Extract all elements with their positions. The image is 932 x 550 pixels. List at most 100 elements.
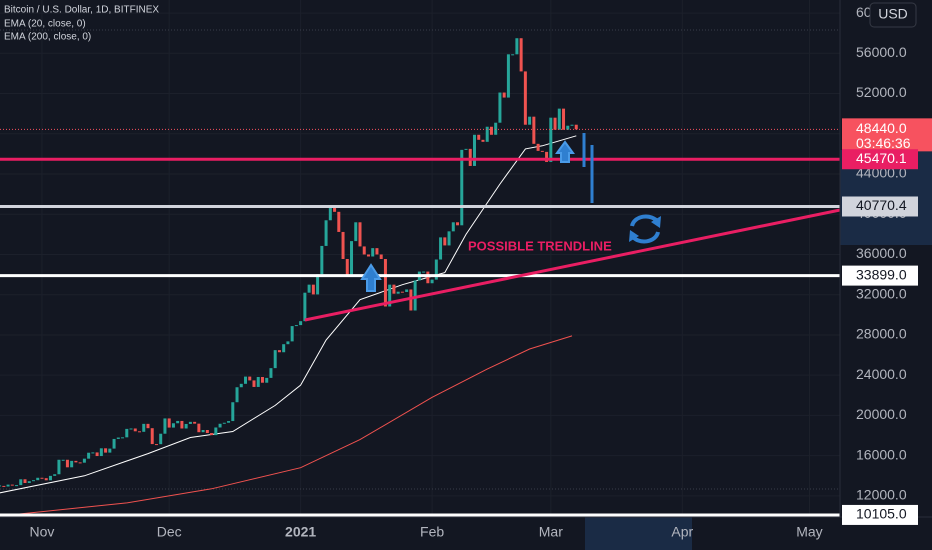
candle-body xyxy=(142,423,146,432)
currency-label[interactable]: USD xyxy=(878,6,908,22)
candle-body xyxy=(104,448,108,453)
y-tick-label: 36000.0 xyxy=(856,245,907,261)
candle-body xyxy=(333,207,337,212)
candle-body xyxy=(434,259,438,280)
candle-body xyxy=(456,222,460,226)
candle-body xyxy=(15,485,19,487)
candle-body xyxy=(74,460,78,463)
candle-body xyxy=(282,344,286,353)
candle-body xyxy=(277,350,281,353)
candle-body xyxy=(358,222,362,247)
trendline xyxy=(304,208,841,322)
indicator-label: EMA (200, close, 0) xyxy=(4,32,91,43)
candle-body xyxy=(570,124,574,126)
candle-body xyxy=(396,291,400,294)
level-box xyxy=(842,265,918,286)
candle-body xyxy=(184,423,188,429)
currency-button[interactable] xyxy=(869,2,917,28)
candle-body xyxy=(171,423,175,428)
candle-body xyxy=(193,421,197,424)
candle-body xyxy=(489,126,493,135)
candle-body xyxy=(6,484,10,487)
candle-body xyxy=(553,117,557,130)
candle-body xyxy=(91,452,95,454)
ema-line xyxy=(0,135,577,494)
y-tick-label: 56000.0 xyxy=(856,44,907,60)
candle-body xyxy=(44,478,48,481)
candle-body xyxy=(218,423,222,428)
candle-body xyxy=(307,284,311,293)
candle-body xyxy=(366,254,370,257)
candle-body xyxy=(150,428,154,445)
candle-body xyxy=(562,108,566,130)
candle-body xyxy=(383,259,387,307)
level-label: 10105.0 xyxy=(856,506,907,522)
candle-body xyxy=(460,149,464,226)
candle-body xyxy=(498,92,502,123)
candle-body xyxy=(430,279,434,284)
candle-body xyxy=(413,280,417,311)
candle-body xyxy=(197,423,201,433)
time-axis-highlight xyxy=(585,517,692,550)
ema-line xyxy=(0,335,573,517)
candle-body xyxy=(350,241,354,276)
candle-body xyxy=(48,475,52,481)
candle-body xyxy=(439,237,443,260)
candle-body xyxy=(61,459,65,461)
candle-body xyxy=(477,134,481,140)
candle-body xyxy=(290,326,294,342)
candle-body xyxy=(167,418,171,428)
candle-body xyxy=(549,117,553,162)
candle-body xyxy=(388,284,392,307)
candle-body xyxy=(532,116,536,144)
x-tick-label: Mar xyxy=(539,524,563,540)
candle-body xyxy=(447,231,451,246)
y-tick-label: 28000.0 xyxy=(856,326,907,342)
level-label: 40770.4 xyxy=(856,197,907,213)
candle-body xyxy=(468,148,472,166)
candle-body xyxy=(222,422,226,424)
candle-body xyxy=(205,429,209,434)
candle-body xyxy=(354,222,358,242)
candle-body xyxy=(443,237,447,246)
candle-body xyxy=(176,420,180,424)
candle-body xyxy=(133,428,137,432)
x-tick-label: May xyxy=(796,524,822,540)
candle-body xyxy=(231,402,235,422)
candle-body xyxy=(154,444,158,446)
candle-body xyxy=(362,246,366,255)
candle-body xyxy=(371,248,375,257)
candle-body xyxy=(337,211,341,232)
candle-body xyxy=(316,274,320,295)
candle-body xyxy=(426,271,430,284)
candle-body xyxy=(485,126,489,142)
candle-body xyxy=(536,143,540,151)
level-box xyxy=(842,149,918,170)
candle-body xyxy=(405,289,409,292)
candle-body xyxy=(214,427,218,436)
candle-body xyxy=(27,481,31,484)
x-tick-label: Nov xyxy=(30,524,55,540)
candle-body xyxy=(82,458,86,463)
candle-body xyxy=(379,254,383,260)
candle-body xyxy=(125,428,129,438)
up-arrow-icon xyxy=(360,263,382,292)
y-tick-label: 12000.0 xyxy=(856,487,907,503)
level-label: 45470.1 xyxy=(856,150,907,166)
candle-body xyxy=(87,452,91,459)
candle-body xyxy=(108,448,112,453)
candle-body xyxy=(129,428,133,430)
candle-body xyxy=(23,479,27,484)
candle-body xyxy=(40,477,44,479)
candle-body xyxy=(265,377,269,383)
candle-body xyxy=(481,139,485,142)
candle-body xyxy=(121,437,125,439)
candle-body xyxy=(0,485,2,487)
candle-body xyxy=(400,291,404,293)
candle-body xyxy=(65,459,69,468)
candle-body xyxy=(116,437,120,439)
up-arrow-icon xyxy=(555,140,575,163)
candle-body xyxy=(248,376,252,381)
